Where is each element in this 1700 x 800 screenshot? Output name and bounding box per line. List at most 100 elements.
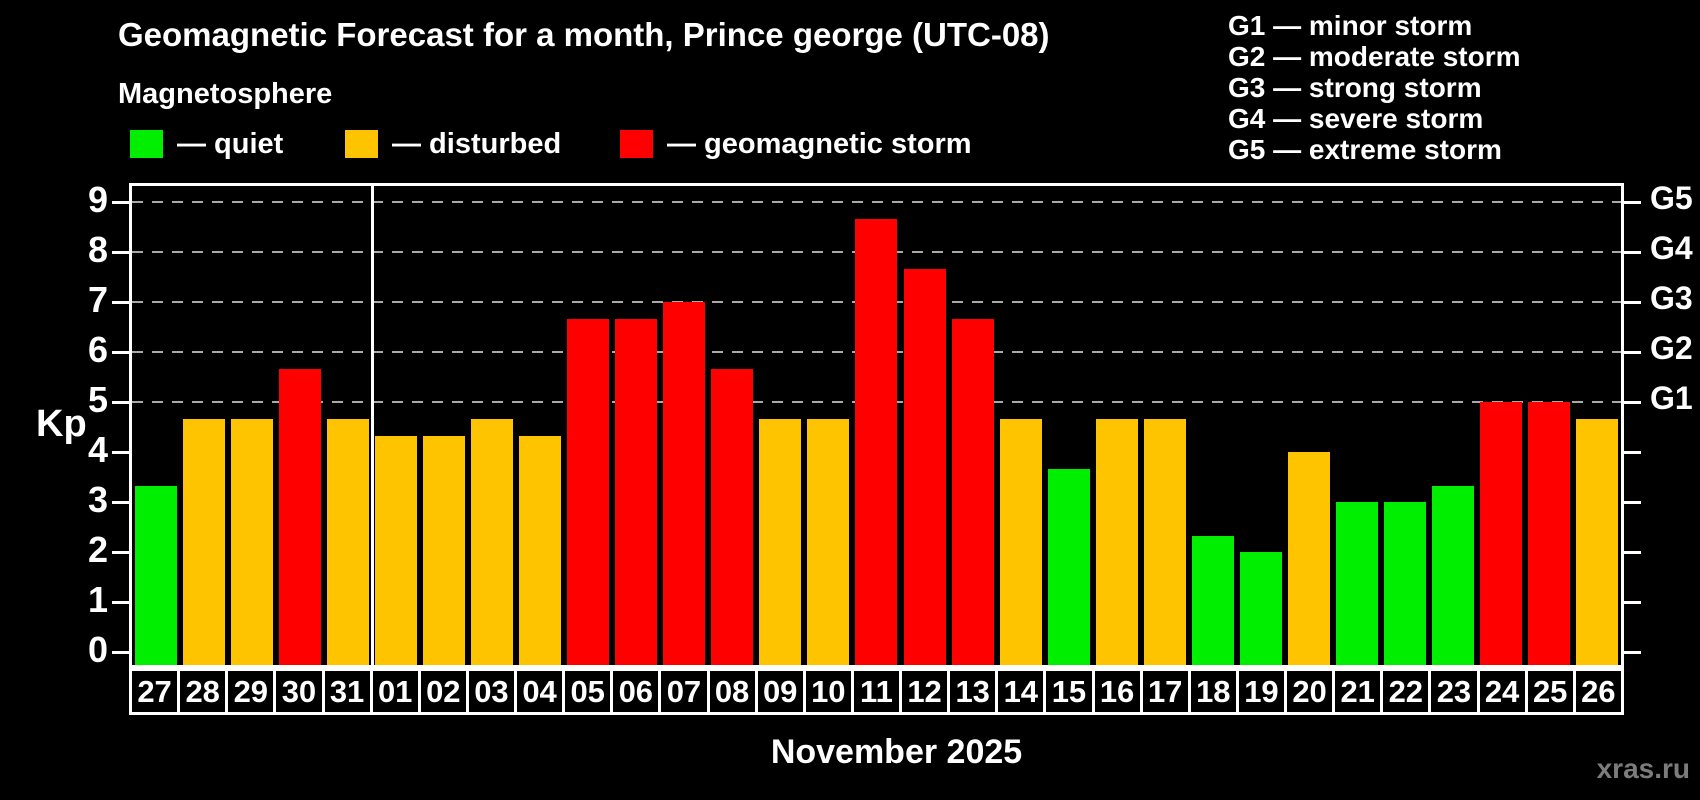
y-tick-right-6 — [1624, 351, 1641, 354]
kp-bar-day-25 — [1527, 402, 1570, 665]
y-tick-right-4 — [1624, 451, 1641, 454]
day-label-20: 20 — [1287, 671, 1336, 712]
kp-bar-day-24 — [1479, 402, 1522, 665]
kp-bar-day-31 — [327, 418, 370, 665]
y-tick-left-1 — [112, 601, 129, 604]
y-tick-label-7: 7 — [87, 279, 108, 320]
kp-bar-day-10 — [807, 418, 850, 665]
y-tick-right-5 — [1624, 401, 1641, 404]
day-label-02: 02 — [420, 671, 469, 712]
y-tick-right-9 — [1624, 201, 1641, 204]
quiet-color-swatch — [130, 130, 163, 158]
day-label-29: 29 — [228, 671, 277, 712]
y-axis-title: Kp — [36, 403, 87, 445]
g-scale-label-G4: G4 — [1650, 230, 1693, 266]
day-label-08: 08 — [709, 671, 758, 712]
y-tick-right-8 — [1624, 251, 1641, 254]
y-tick-left-5 — [112, 401, 129, 404]
page-title: Geomagnetic Forecast for a month, Prince… — [118, 16, 1050, 53]
kp-bar-day-02 — [423, 435, 466, 665]
kp-bar-day-09 — [759, 418, 802, 665]
day-label-30: 30 — [276, 671, 325, 712]
kp-bar-day-01 — [375, 435, 418, 665]
y-tick-left-2 — [112, 551, 129, 554]
kp-bar-day-04 — [519, 435, 562, 665]
y-tick-left-8 — [112, 251, 129, 254]
y-tick-left-6 — [112, 351, 129, 354]
legend-item-quiet: — quiet — [130, 128, 283, 160]
legend-item-disturbed: — disturbed — [345, 128, 561, 160]
g-legend-line: G3 — strong storm — [1228, 72, 1482, 103]
kp-bar-day-06 — [615, 318, 658, 665]
y-tick-label-5: 5 — [87, 379, 108, 420]
y-tick-label-0: 0 — [87, 629, 108, 670]
y-tick-label-9: 9 — [87, 179, 108, 220]
day-label-06: 06 — [613, 671, 662, 712]
y-tick-right-2 — [1624, 551, 1641, 554]
day-label-23: 23 — [1431, 671, 1480, 712]
day-label-15: 15 — [1046, 671, 1095, 712]
day-label-18: 18 — [1190, 671, 1239, 712]
day-label-17: 17 — [1142, 671, 1191, 712]
y-tick-left-7 — [112, 301, 129, 304]
kp-bar-day-15 — [1047, 468, 1090, 665]
y-tick-right-3 — [1624, 501, 1641, 504]
y-tick-right-7 — [1624, 301, 1641, 304]
g-scale-label-G2: G2 — [1650, 330, 1693, 366]
y-tick-right-0 — [1624, 651, 1641, 654]
kp-bar-day-23 — [1431, 485, 1474, 665]
g-scale-label-G1: G1 — [1650, 380, 1693, 416]
kp-bar-day-08 — [711, 368, 754, 665]
day-label-12: 12 — [902, 671, 951, 712]
day-label-21: 21 — [1335, 671, 1384, 712]
kp-bar-day-22 — [1383, 502, 1426, 665]
watermark: xras.ru — [1596, 753, 1690, 784]
y-tick-label-4: 4 — [87, 429, 108, 470]
y-tick-right-1 — [1624, 601, 1641, 604]
y-tick-label-2: 2 — [87, 529, 108, 570]
y-tick-label-1: 1 — [87, 579, 108, 620]
kp-bar-day-05 — [567, 318, 610, 665]
g-scale-legend: G1 — minor storm G2 — moderate storm G3 — … — [1228, 10, 1521, 165]
kp-bar-day-17 — [1143, 418, 1186, 665]
disturbed-color-swatch — [345, 130, 378, 158]
kp-bar-day-16 — [1095, 418, 1138, 665]
g-legend-line: G2 — moderate storm — [1228, 41, 1521, 72]
legend-item-label: — disturbed — [392, 127, 562, 160]
y-tick-left-4 — [112, 451, 129, 454]
day-label-10: 10 — [805, 671, 854, 712]
storm-color-swatch — [620, 130, 653, 158]
kp-bar-day-27 — [135, 485, 177, 665]
y-tick-left-9 — [112, 201, 129, 204]
y-tick-label-6: 6 — [87, 329, 108, 370]
y-tick-left-3 — [112, 501, 129, 504]
day-label-27: 27 — [132, 671, 181, 712]
gridline-kp9 — [132, 201, 1621, 203]
g-legend-line: G1 — minor storm — [1228, 10, 1473, 41]
day-label-19: 19 — [1238, 671, 1287, 712]
y-tick-label-8: 8 — [87, 229, 108, 270]
kp-bar-day-28 — [183, 418, 226, 665]
kp-bar-day-18 — [1191, 535, 1234, 665]
day-label-03: 03 — [468, 671, 517, 712]
day-label-14: 14 — [998, 671, 1047, 712]
kp-bar-day-20 — [1287, 452, 1330, 665]
legend-item-label: — geomagnetic storm — [667, 127, 972, 160]
day-label-01: 01 — [372, 671, 421, 712]
day-label-25: 25 — [1527, 671, 1576, 712]
day-label-22: 22 — [1383, 671, 1432, 712]
day-label-24: 24 — [1479, 671, 1528, 712]
magnetosphere-label: Magnetosphere — [118, 78, 333, 110]
day-label-31: 31 — [324, 671, 373, 712]
day-label-07: 07 — [661, 671, 710, 712]
kp-bar-day-07 — [663, 302, 706, 665]
month-label: November 2025 — [770, 733, 1023, 771]
x-axis-day-labels: 27 28 29 30 31 01 02 03 04 05 06 07 08 09 10 11 12 13 14 15… — [129, 668, 1624, 715]
kp-bar-day-26 — [1575, 418, 1618, 665]
kp-bar-day-13 — [951, 318, 994, 665]
legend-item-label: — quiet — [177, 127, 284, 160]
kp-bar-day-11 — [855, 218, 898, 665]
kp-bar-day-30 — [279, 368, 322, 665]
legend-item-storm: — geomagnetic storm — [620, 128, 972, 160]
